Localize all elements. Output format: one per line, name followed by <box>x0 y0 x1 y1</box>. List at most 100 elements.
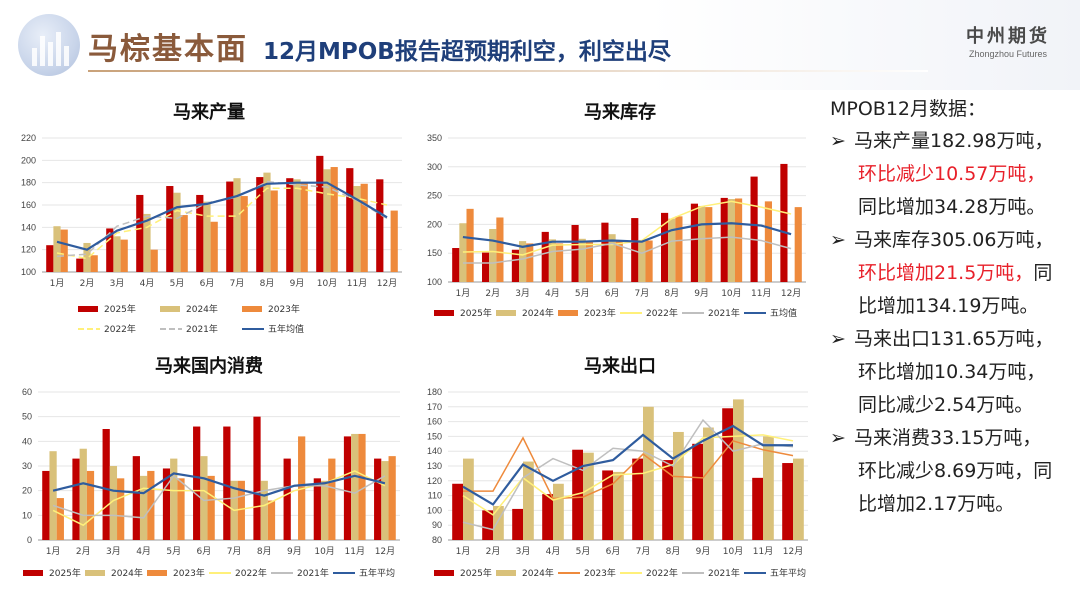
header-bar: 马棕基本面 12月MPOB报告超预期利空，利空出尽 中州期货 Zhongzhou… <box>0 0 1080 90</box>
x-tick-label: 2月 <box>486 546 501 557</box>
bar <box>661 212 669 282</box>
bar <box>780 163 788 282</box>
x-tick-label: 10月 <box>723 546 743 557</box>
bar <box>388 456 396 540</box>
x-tick-label: 7月 <box>227 546 242 557</box>
bar <box>608 234 616 282</box>
export-svg: 马来出口 80 90 100 110 120 130 140 150 160 170 180 1月 2月 3… <box>418 348 822 584</box>
x-tick-label: 11月 <box>347 278 367 289</box>
bar <box>60 229 68 272</box>
bar <box>482 252 490 282</box>
bar <box>270 190 278 272</box>
bar <box>541 231 549 282</box>
bar <box>90 255 98 272</box>
bar <box>173 192 181 272</box>
bar <box>210 221 218 272</box>
bar <box>583 452 594 540</box>
bar <box>512 508 523 540</box>
bar <box>196 194 204 272</box>
x-tick-label: 12月 <box>377 278 397 289</box>
summary-line: 比增加134.19万吨。 <box>830 290 1075 323</box>
summary-line: 同比增加34.28万吨。 <box>830 191 1075 224</box>
x-tick-label: 10月 <box>317 278 337 289</box>
bar <box>358 433 366 540</box>
summary-line: 环比增加21.5万吨，同 <box>830 257 1075 290</box>
bar <box>763 436 774 540</box>
x-tick-label: 7月 <box>635 288 650 299</box>
y-tick-label: 130 <box>427 461 442 471</box>
bar <box>511 249 520 282</box>
y-tick-label: 200 <box>21 155 36 165</box>
x-tick-label: 10月 <box>314 546 334 557</box>
x-tick-label: 12月 <box>375 546 395 557</box>
x-tick-label: 6月 <box>200 278 215 289</box>
y-tick-label: 30 <box>22 461 32 471</box>
bar <box>493 505 504 540</box>
y-tick-label: 120 <box>427 476 442 486</box>
legend-label: 2025年 <box>49 567 81 579</box>
x-tick-label: 2月 <box>485 288 500 299</box>
bar <box>260 480 268 540</box>
x-tick-label: 3月 <box>516 546 531 557</box>
production-svg: 马来产量 100 120 140 160 180 200 220 1月 2月 3月 4月 5月 6月 7月 8… <box>8 94 410 340</box>
summary-line: ➢ 马来消费33.15万吨， <box>830 422 1075 455</box>
bar <box>615 240 623 282</box>
legend-label: 2022年 <box>104 323 136 335</box>
summary-line: ➢ 马来出口131.65万吨， <box>830 323 1075 356</box>
summary-line: ➢ 马来库存305.06万吨， <box>830 224 1075 257</box>
bar <box>601 222 609 282</box>
legend-label: 五年平均 <box>359 567 395 579</box>
y-tick-label: 200 <box>427 219 442 229</box>
x-tick-label: 1月 <box>46 546 61 557</box>
series-line <box>56 187 388 260</box>
x-tick-label: 4月 <box>136 546 151 557</box>
x-tick-label: 11月 <box>753 546 773 557</box>
bar <box>136 194 144 272</box>
legend-label: 2024年 <box>111 567 143 579</box>
x-tick-label: 10月 <box>721 288 741 299</box>
x-tick-label: 8月 <box>260 278 275 289</box>
bar <box>323 169 331 272</box>
chart-title: 马来产量 <box>173 101 245 123</box>
x-tick-label: 3月 <box>515 288 530 299</box>
x-tick-label: 4月 <box>140 278 155 289</box>
y-tick-label: 150 <box>427 431 442 441</box>
x-tick-label: 1月 <box>50 278 65 289</box>
legend-label: 2023年 <box>268 303 300 315</box>
summary-text: 马来产量182.98万吨， <box>854 130 1054 152</box>
x-tick-label: 9月 <box>290 278 305 289</box>
summary-line: 环比减少8.69万吨，同 <box>830 455 1075 488</box>
legend-label: 2022年 <box>646 307 678 319</box>
bar <box>177 478 185 540</box>
bar <box>703 427 714 540</box>
series-line <box>462 200 792 256</box>
series-line <box>463 436 794 500</box>
brand-name-en: Zhongzhou Futures <box>968 49 1048 59</box>
bar <box>283 458 291 540</box>
bar <box>360 183 368 272</box>
y-tick-label: 90 <box>432 520 442 530</box>
title-underline <box>88 70 928 72</box>
bar <box>613 471 624 540</box>
legend-label: 2025年 <box>460 567 492 579</box>
bar <box>602 470 613 540</box>
bar <box>346 168 354 272</box>
legend-swatch <box>558 310 578 316</box>
y-tick-label: 110 <box>428 491 442 501</box>
bar <box>542 494 553 540</box>
bar <box>374 458 382 540</box>
bar <box>643 406 654 540</box>
x-tick-label: 8月 <box>664 288 679 299</box>
legend-label: 2023年 <box>173 567 205 579</box>
bar <box>233 178 241 272</box>
bar <box>381 461 389 540</box>
bar <box>668 218 676 282</box>
chart-title: 马来国内消费 <box>155 355 263 377</box>
x-tick-label: 5月 <box>170 278 185 289</box>
y-tick-label: 50 <box>22 412 32 422</box>
bar <box>313 478 321 540</box>
bar <box>452 483 463 540</box>
legend-label: 2024年 <box>522 567 554 579</box>
y-tick-label: 100 <box>427 505 442 515</box>
x-tick-label: 3月 <box>106 546 121 557</box>
